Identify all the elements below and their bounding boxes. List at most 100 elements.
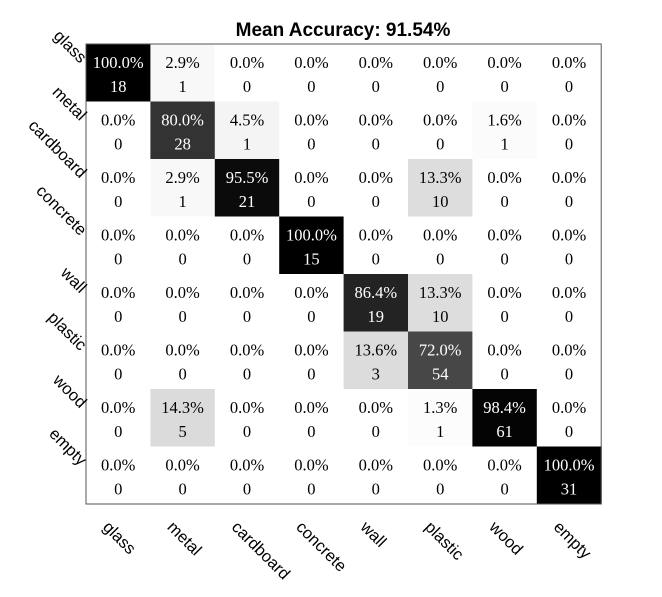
matrix-cell: 0.0% 0 <box>536 389 602 447</box>
cell-count-label: 1 <box>500 135 508 154</box>
cell-percent-label: 0.0% <box>165 341 200 360</box>
cell-percent-label: 0.0% <box>294 111 329 130</box>
matrix-cell: 0.0% 0 <box>214 274 280 332</box>
cell-percent-label: 0.0% <box>294 168 329 187</box>
cell-count-label: 0 <box>243 422 251 441</box>
cell-percent-label: 2.9% <box>165 168 200 187</box>
matrix-cell: 0.0% 0 <box>343 44 409 102</box>
cell-percent-label: 0.0% <box>230 341 265 360</box>
cell-shade <box>214 389 280 447</box>
cell-percent-label: 0.0% <box>101 456 136 475</box>
cell-percent-label: 0.0% <box>294 456 329 475</box>
matrix-cell: 0.0% 0 <box>150 274 216 332</box>
cell-percent-label: 0.0% <box>230 456 265 475</box>
cell-count-label: 15 <box>303 250 320 269</box>
cell-count-label: 28 <box>174 135 191 154</box>
matrix-cell: 100.0% 15 <box>279 216 345 275</box>
cell-count-label: 0 <box>500 192 508 211</box>
cell-percent-label: 13.3% <box>419 168 462 187</box>
matrix-cell: 0.0% 0 <box>86 159 151 217</box>
cell-shade <box>150 389 216 447</box>
cell-percent-label: 0.0% <box>552 283 587 302</box>
column-tick-label: concrete <box>292 518 349 575</box>
column-tick-label: cardboard <box>228 518 293 583</box>
cell-shade <box>408 101 473 160</box>
matrix-cell: 95.5% 21 <box>214 159 280 217</box>
cell-shade <box>536 101 602 160</box>
cell-count-label: 1 <box>243 135 251 154</box>
cell-percent-label: 0.0% <box>165 283 200 302</box>
cell-percent-label: 98.4% <box>483 398 526 417</box>
cell-percent-label: 0.0% <box>165 456 200 475</box>
matrix-cell: 0.0% 0 <box>86 389 151 447</box>
cell-count-label: 10 <box>432 307 449 326</box>
cell-percent-label: 72.0% <box>419 341 462 360</box>
matrix-cell: 0.0% 0 <box>150 331 216 390</box>
cell-percent-label: 0.0% <box>230 226 265 245</box>
cell-shade <box>408 216 473 275</box>
cell-shade <box>86 389 151 447</box>
matrix-cell: 0.0% 0 <box>408 44 473 102</box>
matrix-cell: 0.0% 0 <box>279 446 345 505</box>
cell-percent-label: 0.0% <box>552 226 587 245</box>
cell-count-label: 0 <box>565 307 573 326</box>
cell-count-label: 54 <box>432 365 449 384</box>
cell-count-label: 0 <box>500 250 508 269</box>
cell-shade <box>150 44 216 102</box>
cell-count-label: 31 <box>561 480 578 499</box>
cell-shade <box>214 274 280 332</box>
cell-percent-label: 14.3% <box>161 398 204 417</box>
matrix-cell: 0.0% 0 <box>86 274 151 332</box>
cell-percent-label: 0.0% <box>487 283 522 302</box>
cell-shade <box>472 44 538 102</box>
cell-shade <box>536 159 602 217</box>
cell-shade <box>343 389 409 447</box>
matrix-cell: 0.0% 0 <box>279 101 345 160</box>
cell-shade <box>408 446 473 505</box>
matrix-cell: 0.0% 0 <box>536 159 602 217</box>
matrix-cell: 0.0% 0 <box>214 446 280 505</box>
cell-shade <box>472 159 538 217</box>
matrix-cell: 0.0% 0 <box>472 159 538 217</box>
cell-count-label: 0 <box>114 365 122 384</box>
cell-shade <box>536 446 602 505</box>
cell-shade <box>214 44 280 102</box>
cell-percent-label: 0.0% <box>294 283 329 302</box>
cell-shade <box>86 446 151 505</box>
matrix-cell: 1.6% 1 <box>472 101 538 160</box>
matrix-cell: 13.6% 3 <box>343 331 409 390</box>
matrix-cell: 0.0% 0 <box>343 216 409 275</box>
matrix-cell: 0.0% 0 <box>472 216 538 275</box>
cell-count-label: 0 <box>500 307 508 326</box>
cell-shade <box>472 216 538 275</box>
matrix-cell: 0.0% 0 <box>86 101 151 160</box>
matrix-cell: 80.0% 28 <box>150 101 216 160</box>
cell-count-label: 0 <box>178 250 186 269</box>
matrix-cell: 0.0% 0 <box>214 44 280 102</box>
cell-shade <box>86 216 151 275</box>
cell-shade <box>279 446 345 505</box>
cell-shade <box>343 446 409 505</box>
cell-count-label: 0 <box>372 77 380 96</box>
cell-percent-label: 0.0% <box>101 398 136 417</box>
cell-shade <box>150 331 216 390</box>
cell-count-label: 0 <box>114 307 122 326</box>
cell-count-label: 0 <box>114 250 122 269</box>
column-tick-label: wall <box>356 517 390 551</box>
cell-percent-label: 0.0% <box>101 283 136 302</box>
matrix-cell: 100.0% 18 <box>86 44 151 102</box>
matrix-cell: 0.0% 0 <box>214 389 280 447</box>
cell-count-label: 0 <box>243 250 251 269</box>
cell-percent-label: 0.0% <box>359 226 394 245</box>
cell-percent-label: 0.0% <box>101 226 136 245</box>
cell-shade <box>472 389 538 447</box>
cell-count-label: 0 <box>372 135 380 154</box>
cell-percent-label: 0.0% <box>294 398 329 417</box>
column-tick-label: wood <box>485 517 526 558</box>
cell-count-label: 0 <box>372 480 380 499</box>
cell-percent-label: 86.4% <box>354 283 397 302</box>
cell-shade <box>408 389 473 447</box>
cell-count-label: 0 <box>307 77 315 96</box>
cell-percent-label: 0.0% <box>423 456 458 475</box>
cell-count-label: 0 <box>114 422 122 441</box>
